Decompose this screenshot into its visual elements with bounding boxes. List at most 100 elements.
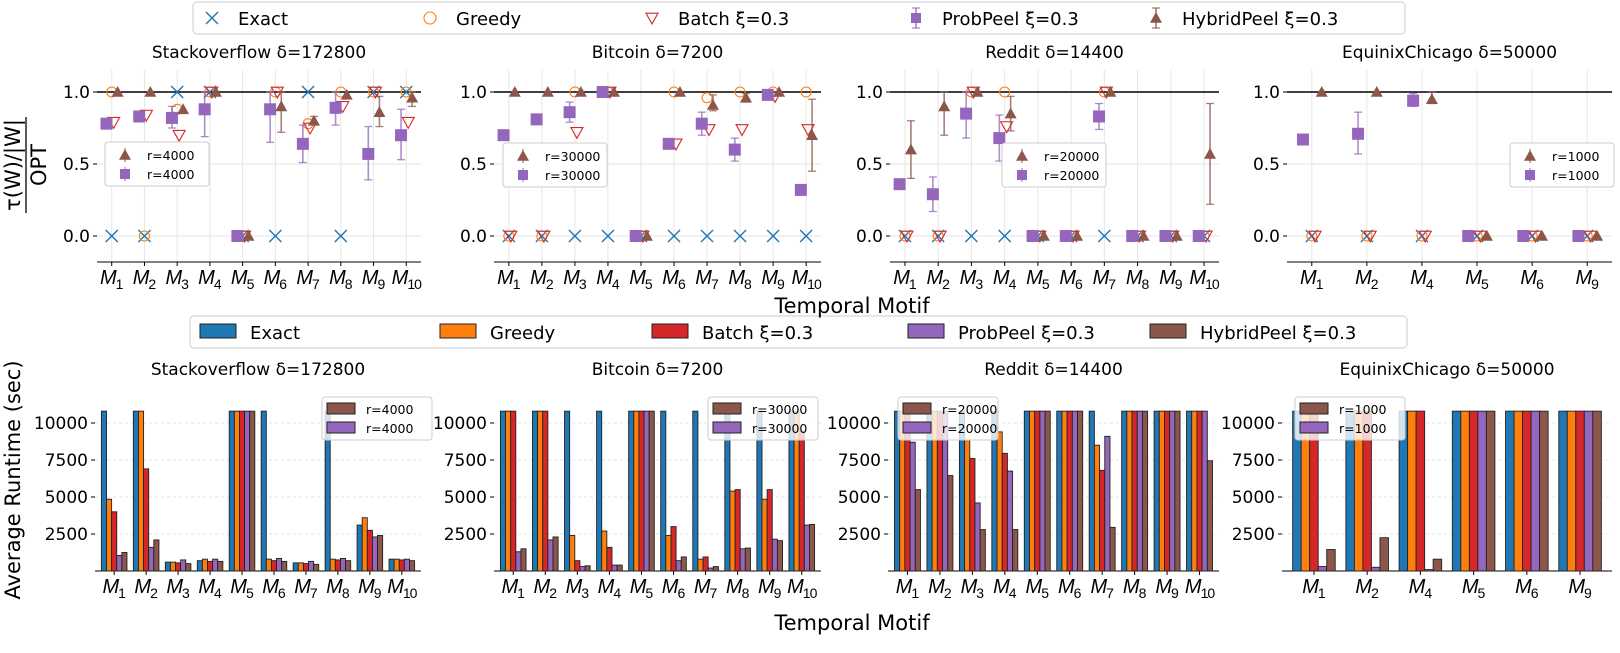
tick-label-x: M7 [694,576,718,601]
marker-triangle-up [209,86,222,97]
legend-label: Batch ξ=0.3 [702,323,813,344]
bar [148,546,155,572]
bar [552,536,559,572]
marker-triangle-up [406,91,419,103]
marker-x [667,229,681,243]
marker-triangle-up [740,91,753,103]
accuracy-panel: Stackoverflow δ=172800 0.0 0.5 1.0 M1 M2 M3 M4 M… [63,43,423,292]
bar [1407,410,1417,572]
bar [1317,566,1328,572]
legend-patch [326,402,356,415]
tick-label-x: M8 [1126,267,1150,292]
marker-x [733,229,747,243]
bar [1001,452,1008,572]
legend-label: HybridPeel ξ=0.3 [1200,323,1356,344]
tick-label-y: 5000 [444,488,487,508]
tick-label-x: M2 [530,267,554,292]
bar [196,560,203,572]
xlabel-bottom: Temporal Motif [773,611,930,635]
legend-bottom: Exact Greedy Batch ξ=0.3 ProbPeel ξ=0.3 Hybr… [189,315,1408,349]
bar [596,410,603,572]
panel-title: Reddit δ=14400 [984,360,1123,380]
legend-label: Greedy [490,323,556,344]
marker-square [497,129,510,142]
bar [648,410,655,572]
legend-label: r=30000 [545,149,600,164]
bar [1056,410,1063,572]
bar [329,558,336,572]
tick-label-x: M4 [993,576,1017,601]
marker-triangle-up [1425,93,1438,104]
bar [1513,410,1524,572]
bar [505,410,512,572]
tick-label-x: M4 [1410,267,1434,292]
marker-triangle-up [242,230,255,241]
legend-label: r=4000 [366,402,413,417]
marker-triangle-down [801,124,816,137]
tick-label-y: 0.0 [1253,227,1280,247]
tick-label-x: M8 [326,576,350,601]
bar [660,410,667,572]
marker-triangle-up [1524,150,1536,161]
bar [1539,410,1549,572]
bar [1379,537,1389,572]
bar [771,538,778,572]
marker-x [998,229,1012,243]
tick-label-x: M5 [1026,267,1050,292]
legend-label: r=1000 [1339,421,1386,436]
bar [302,563,309,572]
legend-label: r=1000 [1339,402,1386,417]
bar [574,560,581,572]
legend-label: r=30000 [545,168,600,183]
series-square [893,91,1205,242]
bar [1061,410,1068,572]
legend-label: r=30000 [752,402,807,417]
tick-label-x: M10 [787,576,817,601]
ylabel-top-numerator: τ(W)/|W| [1,119,26,211]
marker-square [728,143,741,156]
bar [201,558,208,572]
bar [564,410,571,572]
marker-x [1097,229,1111,243]
x-mark [568,229,582,243]
tick-label-y: 5000 [45,488,88,508]
marker-triangle-up [307,114,320,126]
legend-label: Greedy [456,9,522,30]
legend-patch [199,323,237,339]
x-mark [334,229,348,243]
tick-label-x: M3 [961,576,985,601]
tick-label-x: M9 [1155,576,1179,601]
marker-square [629,230,642,242]
bar [1196,410,1203,572]
marker-triangle-up [517,150,529,161]
tick-label-y: 10000 [1221,414,1275,434]
bar [1093,444,1101,572]
tick-label-x: M6 [1059,267,1083,292]
bar [1477,410,1487,572]
bar [1136,410,1143,572]
bar [1432,558,1443,572]
bar [249,410,256,572]
bar [1191,410,1198,572]
runtime-panel: Reddit δ=14400 2500 5000 7500 10000 M1 M2 M3 M4 M… [827,360,1219,601]
marker-square [1462,230,1475,242]
tick-label-x: M7 [296,267,320,292]
tick-label-y: 0.5 [1253,155,1280,175]
legend-label: ProbPeel ξ=0.3 [958,323,1095,344]
bar [116,555,123,572]
inner-legend: r=4000 r=4000 [321,396,433,441]
tick-label-x: M9 [758,576,782,601]
legend-patch [326,421,356,434]
marker-triangle-up [373,106,386,117]
panel-title: Bitcoin δ=7200 [592,43,724,63]
tick-label-x: M6 [1058,576,1082,601]
bar [1575,410,1585,572]
marker-square [120,169,130,179]
legend-label: r=4000 [147,167,194,182]
legend-label: r=20000 [942,421,997,436]
x-mark [799,229,813,243]
marker-square [1126,230,1139,242]
tick-label-x: M7 [1090,576,1114,601]
bar [164,561,171,572]
x-mark [1097,229,1111,243]
